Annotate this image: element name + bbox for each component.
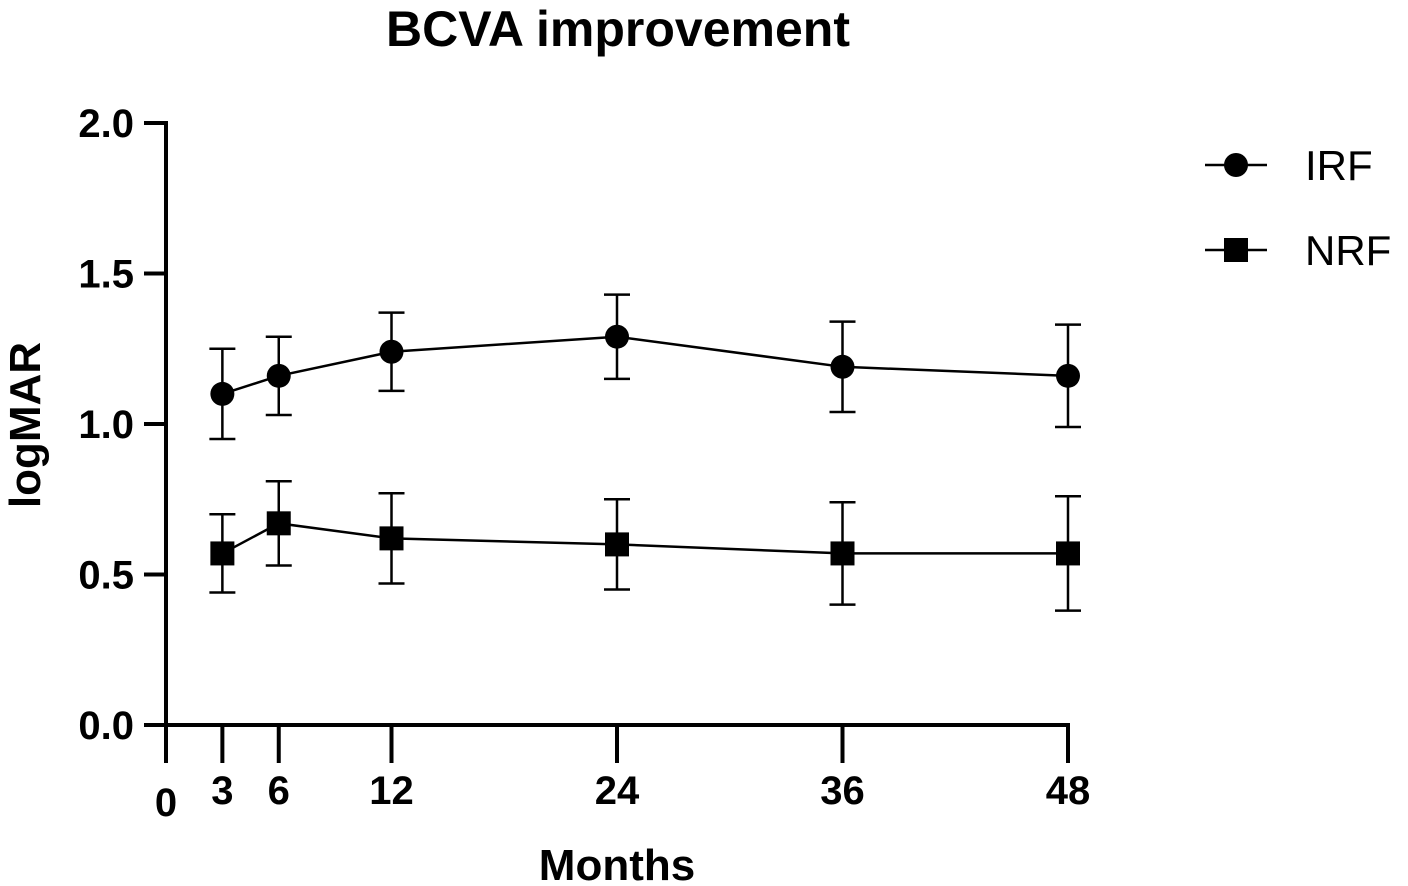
data-point-irf: [1056, 363, 1080, 388]
data-point-nrf: [1056, 541, 1080, 566]
legend-marker-nrf: [1224, 238, 1248, 262]
axes: 0.00.51.01.52.00 3 6 12 24 36 48: [78, 102, 1090, 825]
series-line-nrf: [221, 522, 1068, 555]
y-tick-label: 1.5: [78, 253, 134, 297]
data-point-irf: [266, 363, 291, 388]
series-layer: [209, 293, 1081, 612]
x-tick-label: 3: [211, 769, 233, 813]
legend-label-irf: IRF: [1305, 142, 1373, 189]
data-point-nrf: [266, 511, 291, 536]
data-point-nrf: [379, 526, 404, 551]
y-tick-label: 0.5: [78, 554, 134, 598]
legend-marker-irf: [1224, 153, 1248, 177]
data-point-nrf: [830, 541, 855, 566]
y-tick-label: 1.0: [78, 403, 134, 447]
x-tick-label: 48: [1046, 769, 1091, 813]
y-tick-label: 2.0: [78, 102, 134, 146]
legend: IRF NRF: [1205, 142, 1391, 274]
x-tick-label: 12: [369, 769, 414, 813]
series-line-irf: [221, 335, 1069, 396]
legend-label-nrf: NRF: [1305, 227, 1391, 274]
x-tick-label: 24: [595, 769, 640, 813]
data-point-nrf: [605, 532, 629, 557]
data-point-irf: [379, 339, 404, 364]
x-axis-title: Months: [539, 841, 695, 886]
data-point-irf: [605, 324, 629, 349]
y-axis-title: logMAR: [1, 342, 50, 508]
data-point-nrf: [210, 541, 235, 566]
chart-title: BCVA improvement: [386, 1, 850, 57]
x-tick-label: 36: [820, 769, 865, 813]
data-point-irf: [830, 354, 855, 379]
data-point-irf: [210, 381, 235, 406]
x-tick-label: 6: [268, 769, 290, 813]
x-tick-label: 0: [155, 781, 177, 825]
y-tick-label: 0.0: [78, 704, 134, 748]
